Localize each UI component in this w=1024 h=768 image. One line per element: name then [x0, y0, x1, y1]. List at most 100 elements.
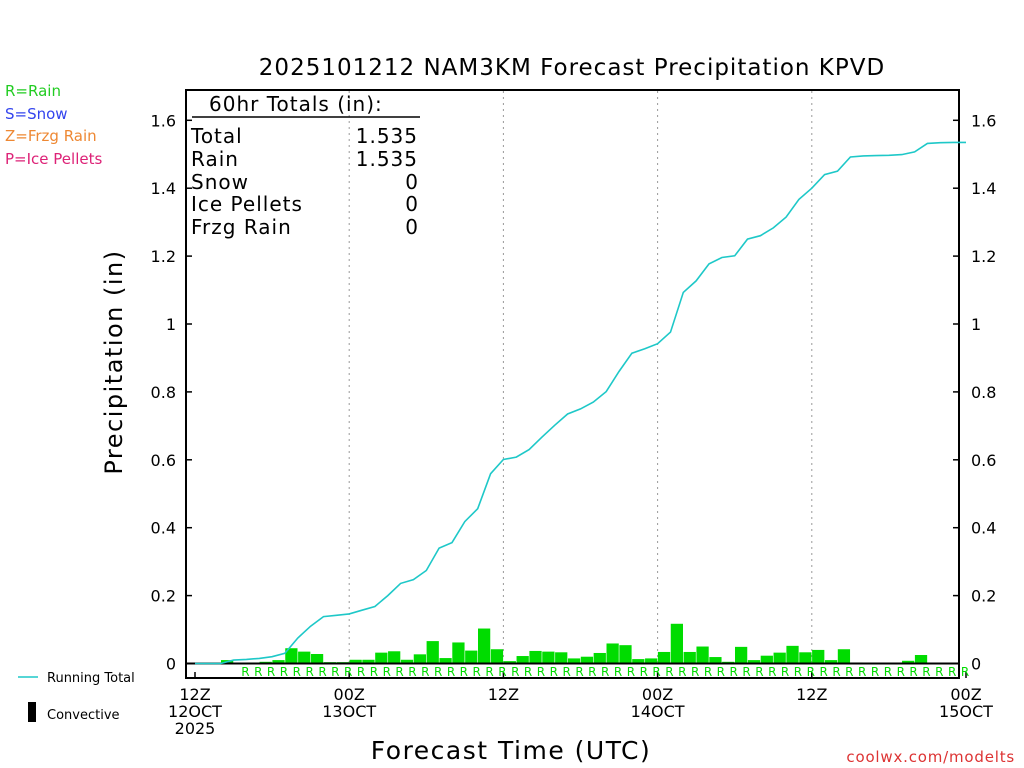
totals-value-frzg-rain: 0: [405, 215, 418, 239]
rain-bar: [747, 660, 761, 664]
ptype-code: R: [434, 665, 442, 679]
rain-bar: [580, 656, 594, 664]
rain-bar: [914, 655, 928, 664]
ptype-code: R: [948, 665, 956, 679]
rain-bar: [632, 659, 645, 664]
ptype-code: R: [293, 665, 301, 679]
ptype-code: R: [447, 665, 455, 679]
ptype-code: R: [884, 665, 892, 679]
ptype-code: R: [601, 665, 609, 679]
rain-bar: [542, 651, 555, 664]
ytick-label-left: 0.8: [151, 383, 176, 402]
xtick-label: 14OCT: [631, 702, 685, 721]
ptype-code: R: [742, 665, 750, 679]
rain-bar: [786, 645, 799, 664]
rain-bar: [272, 660, 285, 664]
rain-bar: [760, 655, 773, 664]
rain-bar: [490, 649, 504, 664]
rain-bar: [298, 651, 311, 664]
totals-label-total: Total: [190, 124, 243, 148]
rain-bar: [426, 641, 439, 664]
ptype-code: R: [331, 665, 339, 679]
chart-title: 2025101212 NAM3KM Forecast Precipitation…: [259, 55, 885, 81]
ptype-code: R: [691, 665, 699, 679]
ptype-code: R: [819, 665, 827, 679]
rain-bar: [657, 651, 671, 664]
rain-bar: [837, 649, 851, 664]
ptype-code: R: [537, 665, 545, 679]
running-total-label: Running Total: [47, 671, 135, 686]
ptype-legend: R=Rain S=Snow Z=Frzg Rain P=Ice Pellets: [5, 82, 102, 168]
rain-bar: [902, 660, 915, 664]
ytick-label-right: 1: [971, 315, 981, 334]
totals-header: 60hr Totals (in):: [209, 92, 383, 116]
ptype-code: R: [395, 665, 403, 679]
ytick-label-left: 1: [166, 315, 176, 334]
ptype-code: R: [408, 665, 416, 679]
rain-bar: [709, 657, 722, 664]
ptype-code: R: [318, 665, 326, 679]
rain-bar: [439, 658, 452, 664]
totals-label-snow: Snow: [191, 170, 249, 194]
rain-bar: [619, 645, 632, 664]
legend-frzg-rain: Z=Frzg Rain: [5, 127, 97, 145]
ptype-code: R: [575, 665, 583, 679]
y-axis-title: Precipitation (in): [100, 249, 128, 474]
rain-bar: [735, 646, 748, 664]
rain-bar: [593, 652, 606, 664]
ytick-label-left: 0.2: [151, 587, 176, 606]
rain-bar: [696, 646, 709, 664]
ptype-code: R: [652, 665, 660, 679]
xtick-label: 15OCT: [939, 702, 993, 721]
ptype-code: R: [871, 665, 879, 679]
rain-bar: [503, 661, 516, 664]
y-axis-ticks: 0 00.2 0.20.4 0.40.6 0.60.8 0.81 11.2 1.21.4 1.4…: [151, 111, 997, 673]
ytick-label-right: 0.8: [971, 383, 996, 402]
totals-value-rain: 1.535: [356, 147, 418, 171]
ptype-code: R: [241, 665, 249, 679]
ptype-code: R: [485, 665, 493, 679]
totals-label-ice-pellets: Ice Pellets: [191, 192, 303, 216]
ytick-label-left: 0: [166, 655, 176, 674]
rain-bar: [606, 643, 619, 664]
rain-bar: [516, 656, 529, 664]
rain-bar: [555, 652, 568, 664]
totals-label-rain: Rain: [191, 147, 239, 171]
ptype-code: R: [280, 665, 288, 679]
ytick-label-left: 0.4: [151, 519, 176, 538]
rain-bar: [362, 659, 375, 664]
convective-swatch: [28, 702, 36, 722]
rain-bar: [310, 653, 324, 664]
totals-value-total: 1.535: [356, 124, 418, 148]
ptype-code: R: [935, 665, 943, 679]
plot-frame: [185, 89, 960, 679]
rain-bar: [670, 623, 683, 664]
ptype-code: R: [460, 665, 468, 679]
totals-value-ice-pellets: 0: [405, 192, 418, 216]
ytick-label-left: 1.6: [151, 111, 176, 130]
ptype-code: R: [640, 665, 648, 679]
ptype-code: R: [305, 665, 313, 679]
ytick-label-right: 1.2: [971, 247, 996, 266]
ptype-code: R: [588, 665, 596, 679]
ptype-code: R: [267, 665, 275, 679]
rain-bars: [221, 623, 953, 664]
ptype-code: R: [755, 665, 763, 679]
ptype-code: R: [562, 665, 570, 679]
ytick-label-right: 0: [971, 655, 981, 674]
rain-bar: [413, 654, 426, 664]
rain-bar: [529, 650, 542, 664]
ptype-code: R: [794, 665, 802, 679]
rain-bar: [375, 652, 388, 664]
ytick-label-left: 0.6: [151, 451, 176, 470]
ptype-code: R: [614, 665, 622, 679]
ytick-label-right: 0.6: [971, 451, 996, 470]
ptype-code: R: [498, 665, 506, 679]
ptype-code: R: [678, 665, 686, 679]
rain-bar: [478, 628, 491, 664]
vertical-gridlines: [348, 91, 813, 677]
rain-bar: [465, 650, 478, 664]
ptype-code: R: [897, 665, 905, 679]
ptype-code: R: [704, 665, 712, 679]
